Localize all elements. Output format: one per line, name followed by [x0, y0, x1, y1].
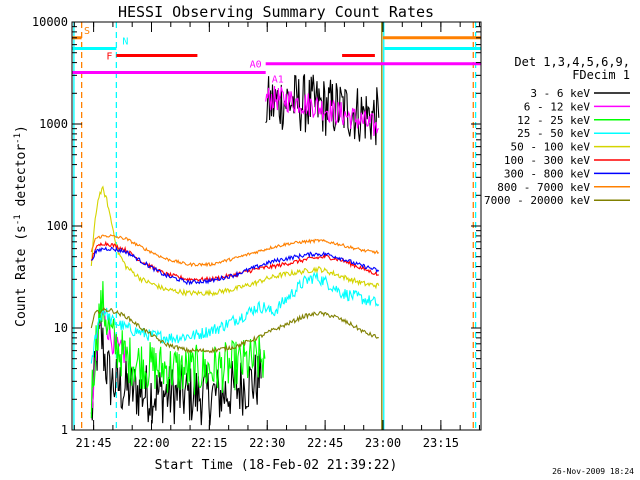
x-tick-label: 22:30 — [249, 436, 285, 450]
y-tick-label: 10000 — [32, 15, 68, 29]
y-axis-label-main: Count Rate (s — [14, 225, 29, 327]
series-line-300-800-keV — [91, 246, 380, 286]
series-line-50-100-keV — [90, 185, 380, 297]
flag-label-s: S — [84, 26, 90, 37]
legend-header-1: Det 1,3,4,5,6,9, — [514, 55, 630, 69]
legend-entry-label: 300 - 800 keV — [504, 167, 590, 180]
legend-header-2: FDecim 1 — [572, 68, 630, 82]
y-tick-label: 1 — [61, 423, 68, 437]
flag-label-f: F — [106, 51, 112, 62]
legend-entry-label: 12 - 25 keV — [517, 114, 590, 127]
legend-entry-label: 100 - 300 keV — [504, 154, 590, 167]
legend-entry-label: 6 - 12 keV — [524, 100, 591, 113]
y-axis-label-end: ) — [14, 125, 29, 133]
legend-entry-label: 800 - 7000 keV — [497, 181, 590, 194]
y-tick-label: 100 — [46, 219, 68, 233]
y-axis-label: Count Rate (s-1 detector-1) — [13, 125, 29, 327]
x-axis-label: Start Time (18-Feb-02 21:39:22) — [155, 458, 398, 473]
x-tick-label: 22:00 — [133, 436, 169, 450]
x-tick-label: 22:45 — [307, 436, 343, 450]
x-tick-label: 23:15 — [423, 436, 459, 450]
flag-label-a0: A0 — [250, 60, 262, 71]
x-tick-label: 22:15 — [191, 436, 227, 450]
y-tick-label: 10 — [54, 321, 68, 335]
series-line-7000-20000-keV — [90, 306, 380, 354]
chart-title: HESSI Observing Summary Count Rates — [118, 3, 434, 21]
y-axis-label-sup1: -1 — [13, 214, 23, 225]
legend-entry-label: 50 - 100 keV — [511, 141, 591, 154]
series-line-25-50-keV — [90, 271, 380, 364]
series-line-3-6-keV — [90, 315, 262, 426]
x-tick-label: 23:00 — [365, 436, 401, 450]
series-line-12-25-keV — [90, 281, 266, 419]
x-tick-label: 21:45 — [76, 436, 112, 450]
legend-entry-label: 7000 - 20000 keV — [484, 194, 590, 207]
legend-entry-label: 25 - 50 keV — [517, 127, 590, 140]
y-axis-label-sup2: -1 — [13, 133, 23, 144]
flag-label-a1: A1 — [272, 74, 284, 85]
series-line-800-7000-keV — [90, 234, 380, 268]
y-axis-label-mid: detector — [14, 144, 29, 215]
y-tick-label: 1000 — [39, 117, 68, 131]
series-line-6-12-keV — [265, 85, 379, 137]
timestamp: 26-Nov-2009 18:24 — [552, 467, 634, 476]
flag-label-n: N — [122, 36, 128, 47]
legend-entry-label: 3 - 6 keV — [530, 87, 590, 100]
